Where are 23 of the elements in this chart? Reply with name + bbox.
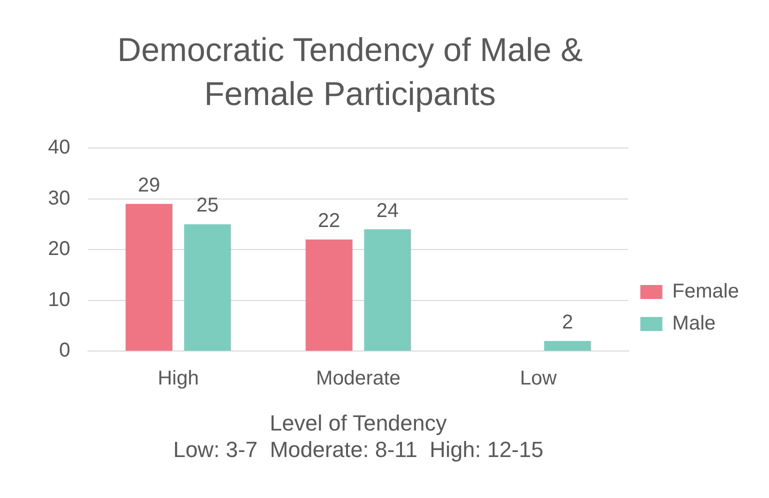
legend-label: Female (672, 280, 740, 303)
x-axis-title: Level of Tendency (270, 410, 447, 436)
data-label: 2 (562, 312, 574, 334)
chart-title: Democratic Tendency of Male & Female Participants (116, 30, 584, 114)
bar (184, 224, 231, 351)
x-tick-label: Low (520, 368, 558, 390)
y-tick-label: 20 (48, 238, 70, 260)
bar (544, 341, 591, 351)
y-tick-label: 0 (59, 340, 70, 362)
bar (306, 239, 352, 351)
bar (126, 204, 172, 351)
data-label: 22 (318, 210, 340, 232)
y-tick-label: 30 (48, 187, 70, 210)
legend-label: Male (672, 312, 716, 335)
data-label: 24 (376, 200, 399, 222)
data-label: 25 (196, 194, 219, 217)
x-tick-label: High (158, 368, 199, 390)
y-tick-label: 40 (48, 136, 70, 159)
data-label: 29 (138, 174, 160, 196)
x-tick-label: Moderate (316, 368, 401, 390)
text: Low: 3-7 Moderate: 8-11 High: 12-15 (173, 436, 544, 462)
bar (364, 229, 411, 351)
y-tick-label: 10 (48, 288, 70, 311)
